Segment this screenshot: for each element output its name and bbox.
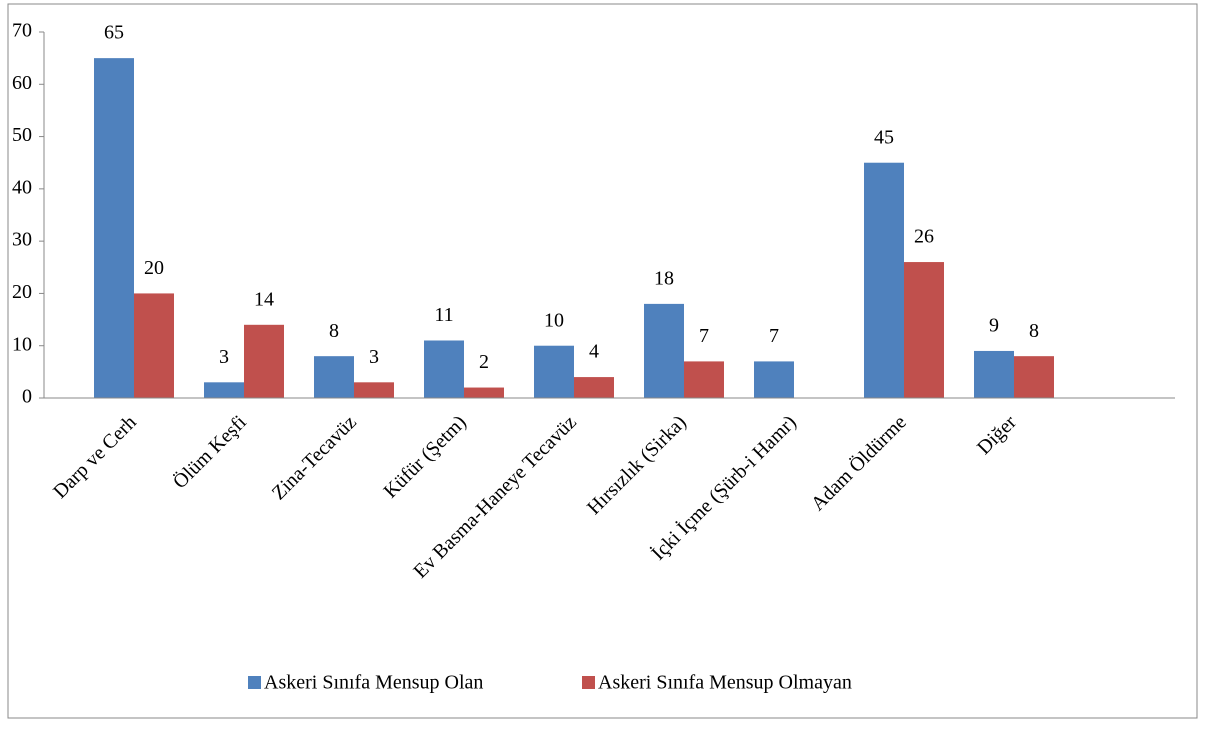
bar xyxy=(314,356,354,398)
legend-label: Askeri Sınıfa Mensup Olan xyxy=(264,672,483,694)
data-label: 65 xyxy=(104,22,124,44)
data-label: 4 xyxy=(589,341,599,363)
bar xyxy=(864,162,904,398)
bar xyxy=(754,361,794,398)
legend-label: Askeri Sınıfa Mensup Olmayan xyxy=(598,672,852,694)
data-label: 10 xyxy=(544,309,564,331)
bar xyxy=(354,382,394,398)
bar xyxy=(974,350,1014,398)
data-label: 8 xyxy=(1029,320,1039,342)
data-label: 7 xyxy=(769,325,779,347)
y-tick-label: 60 xyxy=(12,72,32,94)
bar xyxy=(464,387,504,398)
bar xyxy=(644,303,684,398)
bar xyxy=(204,382,244,398)
bar xyxy=(574,377,614,398)
bar xyxy=(684,361,724,398)
y-tick-label: 40 xyxy=(12,176,32,198)
data-label: 8 xyxy=(329,320,339,342)
data-label: 14 xyxy=(254,288,274,310)
bar xyxy=(94,58,134,399)
data-label: 18 xyxy=(654,267,674,289)
data-label: 11 xyxy=(434,304,453,326)
data-label: 20 xyxy=(144,257,164,279)
y-tick-label: 70 xyxy=(12,20,32,42)
data-label: 9 xyxy=(989,315,999,337)
bar xyxy=(904,262,944,398)
data-label: 3 xyxy=(369,346,379,368)
legend-swatch xyxy=(582,676,595,689)
bar xyxy=(244,324,284,398)
data-label: 2 xyxy=(479,351,489,373)
data-label: 45 xyxy=(874,126,894,148)
y-tick-label: 20 xyxy=(12,281,32,303)
data-label: 7 xyxy=(699,325,709,347)
data-label: 3 xyxy=(219,346,229,368)
legend-swatch xyxy=(248,676,261,689)
y-tick-label: 10 xyxy=(12,333,32,355)
y-tick-label: 0 xyxy=(22,386,32,408)
bar xyxy=(1014,356,1054,398)
y-tick-label: 30 xyxy=(12,229,32,251)
bar xyxy=(534,345,574,398)
data-label: 26 xyxy=(914,226,934,248)
bar xyxy=(134,293,174,398)
y-tick-label: 50 xyxy=(12,124,32,146)
bar xyxy=(424,340,464,398)
